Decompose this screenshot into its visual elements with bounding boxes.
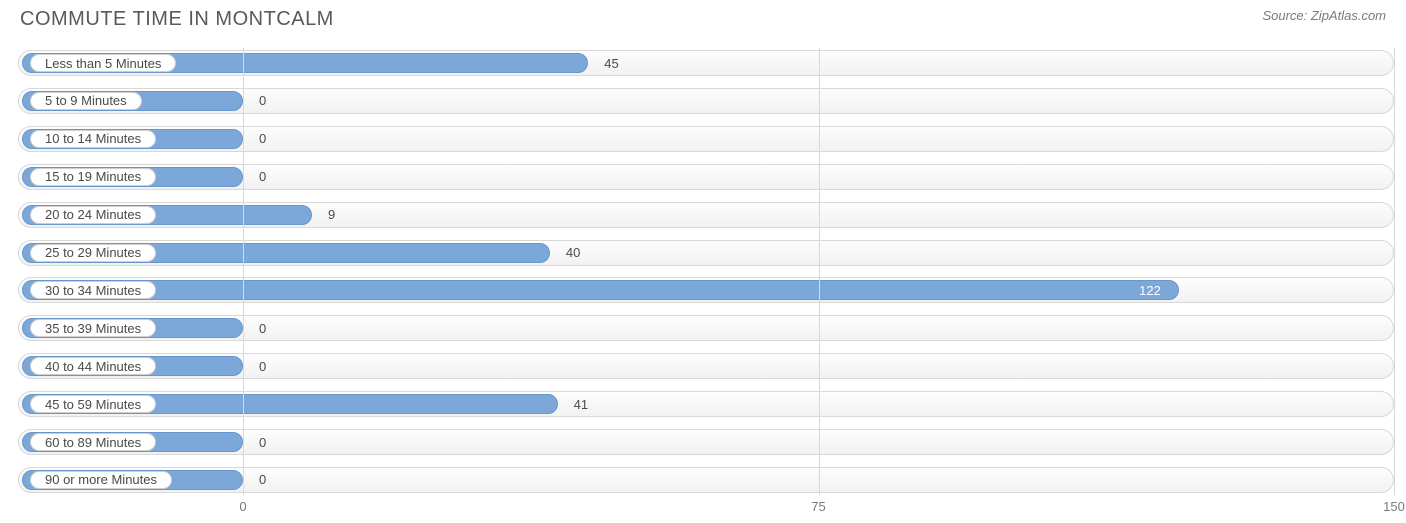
value-label: 0: [259, 124, 266, 154]
gridline: [1394, 48, 1395, 495]
chart-source: Source: ZipAtlas.com: [1262, 8, 1386, 23]
category-label: 20 to 24 Minutes: [30, 206, 156, 224]
category-label: 5 to 9 Minutes: [30, 92, 142, 110]
value-label: 40: [566, 238, 580, 268]
bar-row: 5 to 9 Minutes 0: [18, 86, 1394, 116]
value-label: 0: [259, 465, 266, 495]
bar: [22, 280, 1179, 300]
value-label: 122: [1139, 275, 1161, 305]
x-axis: 075150: [18, 499, 1394, 517]
x-tick-label: 150: [1383, 499, 1405, 514]
category-label: 15 to 19 Minutes: [30, 168, 156, 186]
category-label: Less than 5 Minutes: [30, 54, 176, 72]
bar-row: 20 to 24 Minutes 9: [18, 200, 1394, 230]
value-label: 0: [259, 313, 266, 343]
category-label: 45 to 59 Minutes: [30, 395, 156, 413]
category-label: 60 to 89 Minutes: [30, 433, 156, 451]
bar-row: 45 to 59 Minutes 41: [18, 389, 1394, 419]
bar-row: 10 to 14 Minutes 0: [18, 124, 1394, 154]
bar-row: 30 to 34 Minutes 122: [18, 275, 1394, 305]
chart-area: Less than 5 Minutes455 to 9 Minutes010 t…: [18, 48, 1394, 495]
value-label: 9: [328, 200, 335, 230]
value-label: 0: [259, 162, 266, 192]
value-label: 0: [259, 86, 266, 116]
category-label: 30 to 34 Minutes: [30, 281, 156, 299]
bar-row: 60 to 89 Minutes 0: [18, 427, 1394, 457]
bar-row: 25 to 29 Minutes 40: [18, 238, 1394, 268]
chart-title: COMMUTE TIME IN MONTCALM: [20, 8, 334, 31]
gridline: [243, 48, 244, 495]
value-label: 45: [604, 48, 618, 78]
category-label: 10 to 14 Minutes: [30, 130, 156, 148]
category-label: 90 or more Minutes: [30, 471, 172, 489]
category-label: 35 to 39 Minutes: [30, 319, 156, 337]
gridline: [819, 48, 820, 495]
x-tick-label: 75: [811, 499, 825, 514]
bar-row: 35 to 39 Minutes 0: [18, 313, 1394, 343]
value-label: 0: [259, 427, 266, 457]
bar-row: 40 to 44 Minutes 0: [18, 351, 1394, 381]
bar-row: 15 to 19 Minutes 0: [18, 162, 1394, 192]
value-label: 0: [259, 351, 266, 381]
bar-row: 90 or more Minutes 0: [18, 465, 1394, 495]
category-label: 40 to 44 Minutes: [30, 357, 156, 375]
value-label: 41: [574, 389, 588, 419]
category-label: 25 to 29 Minutes: [30, 244, 156, 262]
bar-row: Less than 5 Minutes 45: [18, 48, 1394, 78]
x-tick-label: 0: [239, 499, 246, 514]
